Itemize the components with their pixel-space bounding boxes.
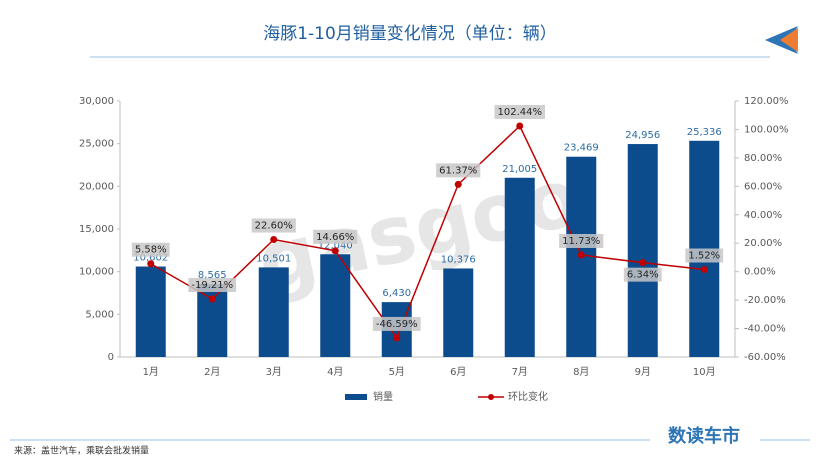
x-tick-label: 1月: [143, 366, 159, 378]
line-value-label: 11.73%: [562, 236, 600, 247]
x-tick-label: 3月: [266, 366, 282, 378]
x-tick-label: 8月: [573, 366, 589, 378]
bar-value-label: 10,602: [133, 253, 168, 264]
x-tick-label: 2月: [204, 366, 220, 378]
line-value-label: -19.21%: [191, 280, 233, 291]
bar: [320, 254, 351, 357]
line: [150, 124, 705, 340]
bar: [504, 177, 535, 357]
corner-icon: [780, 28, 798, 52]
line-value-label: 14.66%: [316, 232, 354, 243]
line-point: [577, 251, 585, 259]
value-label-box: [494, 104, 545, 119]
y2-tick-label: -60.00%: [744, 352, 786, 363]
line-value-label: 5.58%: [135, 245, 167, 256]
y2-tick-label: 20.00%: [744, 238, 782, 249]
value-label-box: [436, 163, 481, 178]
y2-tick-label: 80.00%: [744, 153, 782, 164]
value-label-box: [131, 242, 170, 257]
bar: [258, 267, 289, 357]
bar-value-label: 21,005: [502, 164, 537, 175]
line-value-label: 102.44%: [498, 107, 543, 118]
line-point: [454, 180, 462, 188]
source: 来源：盖世汽车，乘联会批发销量: [14, 445, 149, 457]
bar-value-label: 25,336: [687, 127, 722, 138]
line-point: [700, 266, 708, 274]
y2-tick-label: -20.00%: [744, 295, 786, 306]
y2-tick-label: 0.00%: [744, 267, 776, 278]
bar: [135, 266, 166, 357]
bar-value-label: 10,376: [441, 254, 476, 265]
line-point: [208, 295, 216, 303]
x-tick-label: 7月: [512, 366, 528, 378]
bar-value-label: 6,430: [382, 288, 411, 299]
y2-tick-label: 40.00%: [744, 210, 782, 221]
x-tick-label: 10月: [693, 366, 716, 378]
y-tick-label: 25,000: [79, 139, 114, 150]
line-value-label: 1.52%: [688, 251, 720, 262]
bar-value-label: 12,040: [318, 240, 353, 251]
value-label-box: [685, 248, 724, 263]
legend-swatch: [345, 394, 367, 400]
y2-tick-label: 60.00%: [744, 181, 782, 192]
value-label-box: [559, 233, 604, 248]
x-tick-label: 9月: [635, 366, 651, 378]
bar: [443, 268, 474, 357]
bar-value-label: 24,956: [625, 130, 660, 141]
legend-swatch: [488, 394, 494, 400]
line-point: [393, 334, 401, 342]
y-tick-label: 20,000: [79, 181, 114, 192]
x-tick-label: 4月: [327, 366, 343, 378]
line-point: [147, 260, 155, 268]
bar: [627, 144, 658, 357]
line-point: [639, 259, 647, 267]
line-value-label: 6.34%: [627, 270, 659, 281]
value-label-box: [313, 229, 358, 244]
y-tick-label: 0: [108, 352, 114, 363]
x-tick-label: 6月: [450, 366, 466, 378]
y2-tick-label: 120.00%: [744, 96, 789, 107]
bar-value-label: 10,501: [256, 253, 291, 264]
value-label-box: [372, 316, 421, 331]
legend-label: 环比变化: [508, 390, 548, 403]
line-point: [516, 122, 524, 130]
value-label-box: [251, 218, 296, 233]
y-tick-label: 10,000: [79, 267, 114, 278]
y2-tick-label: 100.00%: [744, 124, 789, 135]
bar-value-label: 23,469: [564, 143, 599, 154]
value-label-box: [188, 277, 237, 292]
line-value-label: 22.60%: [255, 221, 293, 232]
chart-title: 海豚1-10月销量变化情况（单位：辆）: [263, 24, 557, 44]
x-tick-label: 5月: [389, 366, 405, 378]
y-tick-label: 15,000: [79, 224, 114, 235]
value-label-box: [623, 267, 662, 282]
y-tick-label: 30,000: [79, 96, 114, 107]
y2-tick-label: -40.00%: [744, 324, 786, 335]
bar-value-label: 8,565: [198, 270, 227, 281]
line-point: [270, 236, 278, 244]
line-point: [331, 247, 339, 255]
y-tick-label: 5,000: [85, 309, 114, 320]
legend-label: 销量: [373, 390, 393, 403]
line-value-label: 61.37%: [439, 165, 477, 176]
line-value-label: -46.59%: [376, 319, 418, 330]
brand: 数读车市: [668, 425, 740, 447]
bar: [197, 283, 228, 357]
